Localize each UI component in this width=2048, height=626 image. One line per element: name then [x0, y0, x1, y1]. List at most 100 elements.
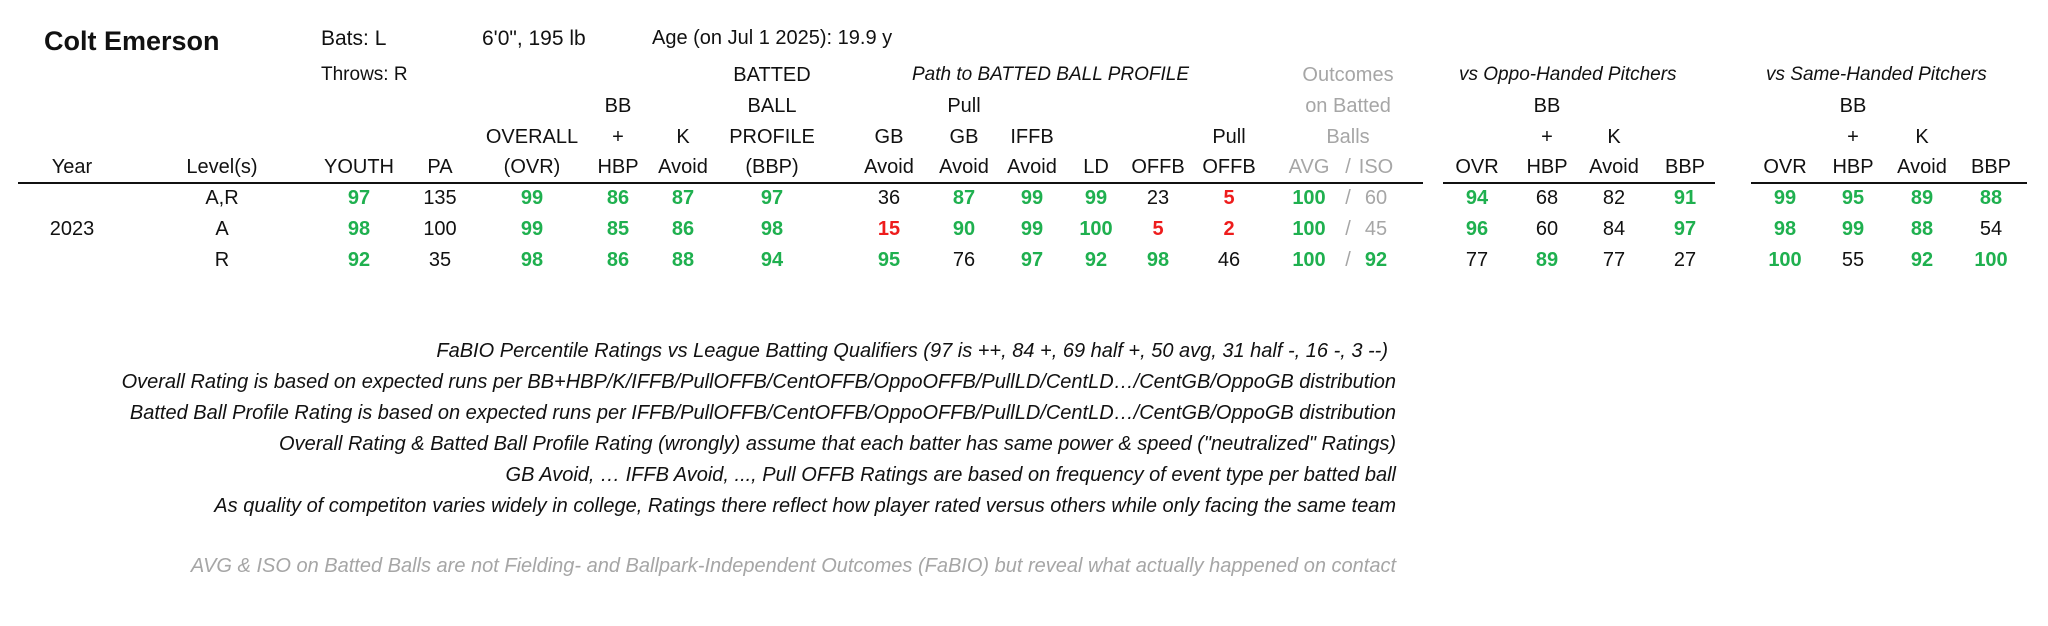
rating-cell: 99: [520, 218, 544, 240]
col-same-k-2: Avoid: [1897, 156, 1947, 178]
col-pullgb-3: Avoid: [939, 156, 989, 178]
col-bbp-1: BATTED: [733, 64, 811, 86]
col-gb-1: GB: [874, 126, 904, 148]
avg-iso-separator: /: [1345, 249, 1351, 271]
rating-cell: 5: [1152, 218, 1164, 240]
col-pullgb-1: Pull: [947, 95, 981, 117]
col-ovr-2: (OVR): [503, 156, 561, 178]
bats-label: Bats: L: [321, 27, 387, 50]
rating-cell: 98: [347, 218, 371, 240]
col-pulloffb-2: OFFB: [1202, 156, 1256, 178]
col-pa: PA: [427, 156, 453, 178]
col-bbp-2: BALL: [747, 95, 797, 117]
same-header: vs Same-Handed Pitchers: [1766, 64, 1987, 85]
rating-cell: 77: [1602, 249, 1626, 271]
col-same-bb-2: +: [1847, 126, 1859, 148]
avg-iso-separator: /: [1345, 187, 1351, 209]
rating-cell: 68: [1535, 187, 1559, 209]
rating-cell: 95: [1841, 187, 1865, 209]
rating-cell: 99: [1841, 218, 1865, 240]
col-iffb-2: Avoid: [1007, 156, 1057, 178]
rating-cell: 90: [952, 218, 976, 240]
note-line: FaBIO Percentile Ratings vs League Batti…: [436, 340, 1388, 362]
rating-cell: 97: [1673, 218, 1697, 240]
note-line: As quality of competiton varies widely i…: [214, 495, 1396, 517]
rating-cell: 99: [520, 187, 544, 209]
note-line: Overall Rating is based on expected runs…: [121, 371, 1396, 393]
rating-cell: 97: [760, 187, 784, 209]
levels-cell: R: [214, 249, 230, 271]
rating-cell: 89: [1910, 187, 1934, 209]
rating-cell: 86: [606, 249, 630, 271]
rating-cell: 82: [1602, 187, 1626, 209]
outcomes-header-2: on Batted: [1305, 95, 1391, 117]
note-line: Overall Rating & Batted Ball Profile Rat…: [279, 433, 1396, 455]
col-levels: Level(s): [186, 156, 258, 178]
rating-cell: 100: [1079, 218, 1113, 240]
header-rule-oppo: [1443, 182, 1715, 184]
col-k-1: K: [676, 126, 690, 148]
rating-cell: 85: [606, 218, 630, 240]
rating-cell: 15: [877, 218, 901, 240]
rating-cell: 135: [423, 187, 457, 209]
rating-cell: 60: [1364, 187, 1388, 209]
rating-cell: 100: [1292, 218, 1326, 240]
rating-cell: 100: [1292, 249, 1326, 271]
col-oppo-bb-2: +: [1541, 126, 1553, 148]
col-ld: LD: [1083, 156, 1109, 178]
levels-cell: A: [215, 218, 229, 240]
rating-cell: 77: [1465, 249, 1489, 271]
rating-cell: 98: [1773, 218, 1797, 240]
rating-cell: 36: [877, 187, 901, 209]
rating-cell: 88: [671, 249, 695, 271]
col-year: Year: [51, 156, 93, 178]
rating-cell: 2: [1223, 218, 1235, 240]
path-header: Path to BATTED BALL PROFILE: [912, 64, 1190, 85]
oppo-header: vs Oppo-Handed Pitchers: [1459, 64, 1677, 85]
rating-cell: 100: [1974, 249, 2008, 271]
rating-cell: 97: [347, 187, 371, 209]
rating-cell: 95: [877, 249, 901, 271]
year-cell: 2023: [49, 218, 95, 240]
rating-cell: 97: [1020, 249, 1044, 271]
col-same-bb-1: BB: [1839, 95, 1867, 117]
rating-cell: 92: [1084, 249, 1108, 271]
rating-cell: 46: [1217, 249, 1241, 271]
col-bbp-4: (BBP): [745, 156, 799, 178]
rating-cell: 76: [952, 249, 976, 271]
col-bb-1: BB: [604, 95, 632, 117]
rating-cell: 100: [1292, 187, 1326, 209]
col-ovr-1: OVERALL: [485, 126, 579, 148]
header-rule-main: [18, 182, 1423, 184]
col-gb-2: Avoid: [864, 156, 914, 178]
rating-cell: 60: [1535, 218, 1559, 240]
col-same-bbp: BBP: [1970, 156, 2012, 178]
note-line: GB Avoid, … IFFB Avoid, ..., Pull OFFB R…: [505, 464, 1396, 486]
rating-cell: 92: [1910, 249, 1934, 271]
rating-cell: 84: [1602, 218, 1626, 240]
height-weight: 6'0", 195 lb: [482, 27, 586, 50]
col-pulloffb-1: Pull: [1212, 126, 1246, 148]
header-rule-same: [1751, 182, 2027, 184]
rating-cell: 100: [423, 218, 457, 240]
outcomes-header-3: Balls: [1326, 126, 1370, 148]
col-slash: /: [1345, 156, 1351, 178]
rating-cell: 87: [952, 187, 976, 209]
rating-cell: 92: [347, 249, 371, 271]
col-pullgb-2: GB: [949, 126, 979, 148]
levels-cell: A,R: [205, 187, 239, 209]
rating-cell: 96: [1465, 218, 1489, 240]
rating-cell: 86: [671, 218, 695, 240]
rating-cell: 99: [1773, 187, 1797, 209]
col-k-2: Avoid: [658, 156, 708, 178]
rating-cell: 91: [1673, 187, 1697, 209]
rating-cell: 94: [760, 249, 784, 271]
col-same-bb-3: HBP: [1832, 156, 1874, 178]
rating-cell: 98: [1146, 249, 1170, 271]
rating-cell: 23: [1146, 187, 1170, 209]
rating-cell: 88: [1910, 218, 1934, 240]
age-label: Age (on Jul 1 2025): 19.9 y: [652, 27, 893, 49]
col-bbp-3: PROFILE: [729, 126, 815, 148]
col-oppo-k-2: Avoid: [1589, 156, 1639, 178]
col-oppo-bbp: BBP: [1664, 156, 1706, 178]
